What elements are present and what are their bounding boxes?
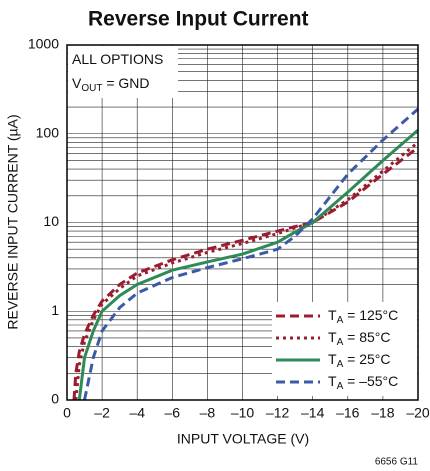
footnote: 6656 G11 (375, 457, 419, 468)
legend-label: TA = 125°C (328, 307, 398, 326)
chart-title: Reverse Input Current (88, 8, 309, 31)
legend-label: TA = –55°C (328, 373, 398, 392)
x-tick-label: –14 (301, 405, 325, 421)
annotation-part: ALL OPTIONS (72, 51, 163, 67)
series-line (74, 141, 419, 401)
y-tick-label: 1 (51, 302, 59, 318)
x-tick-label: –6 (165, 405, 181, 421)
legend-box (272, 302, 417, 396)
series-line (83, 107, 419, 401)
x-axis-label: INPUT VOLTAGE (V) (177, 431, 309, 447)
annotation-box (68, 46, 178, 98)
series-line (72, 146, 419, 401)
series-line (77, 128, 419, 401)
y-tick-label: 10 (43, 213, 59, 229)
legend-label: TA = 25°C (328, 351, 390, 370)
annotation-part: OUT (81, 83, 102, 94)
y-axis-label: REVERSE INPUT CURRENT (µA) (5, 114, 21, 329)
plot-border (66, 44, 419, 401)
x-tick-label: –8 (200, 405, 216, 421)
x-tick-label: –4 (129, 405, 145, 421)
x-tick-label: –20 (406, 405, 430, 421)
x-tick-label: –10 (231, 405, 255, 421)
x-tick-label: 0 (63, 405, 71, 421)
y-tick-label: 1000 (28, 36, 59, 52)
annotation: VOUT = GND (72, 75, 150, 94)
annotation-part: = GND (102, 75, 149, 91)
y-tick-label: 0 (51, 391, 59, 407)
x-tick-label: –16 (336, 405, 360, 421)
x-tick-label: –12 (266, 405, 290, 421)
legend-label: TA = 85°C (328, 329, 390, 348)
x-tick-label: –2 (94, 405, 110, 421)
x-tick-label: –18 (371, 405, 395, 421)
annotation: ALL OPTIONS (72, 51, 163, 67)
y-tick-label: 100 (36, 124, 60, 140)
annotation-part: V (72, 75, 82, 91)
